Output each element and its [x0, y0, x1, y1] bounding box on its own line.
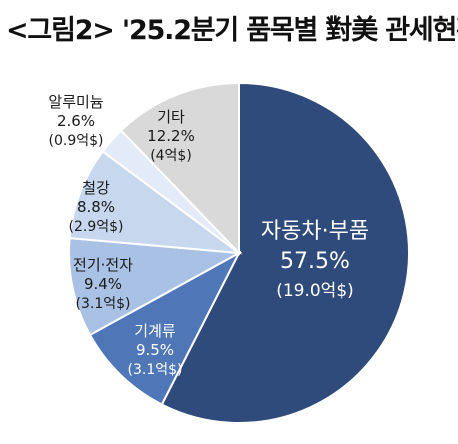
slice-percent: 9.5%: [136, 341, 174, 359]
slice-label: 자동차·부품: [261, 219, 369, 244]
pie-slice: [68, 149, 243, 255]
slice-label: 기타: [157, 108, 185, 126]
pie-slice: [68, 236, 243, 337]
slice-label: 알루미늄: [48, 93, 103, 111]
pie-slices: [68, 81, 410, 424]
slice-percent: 2.6%: [57, 112, 95, 130]
slice-percent: 8.8%: [77, 198, 115, 216]
slice-label: 전기·전자: [73, 256, 133, 274]
slice-percent: 12.2%: [147, 127, 195, 145]
slice-amount: (19.0억$): [276, 281, 354, 301]
slice-label: 철강: [82, 179, 110, 197]
slice-percent: 9.4%: [84, 275, 122, 293]
chart-title: <그림2> '25.2분기 품목별 對美 관세현황: [6, 15, 458, 46]
slice-amount: (3.1억$): [76, 296, 131, 312]
pie-slice: [160, 81, 410, 424]
slice-amount: (0.9억$): [49, 133, 104, 149]
slice-amount: (2.9억$): [69, 219, 124, 235]
slice-label: 기계류: [134, 322, 176, 340]
slice-percent: 57.5%: [280, 249, 350, 274]
slice-amount: (3.1억$): [128, 362, 183, 378]
pie-slice: [119, 81, 240, 256]
slice-amount: (4억$): [150, 148, 192, 164]
pie-slice: [88, 250, 242, 406]
